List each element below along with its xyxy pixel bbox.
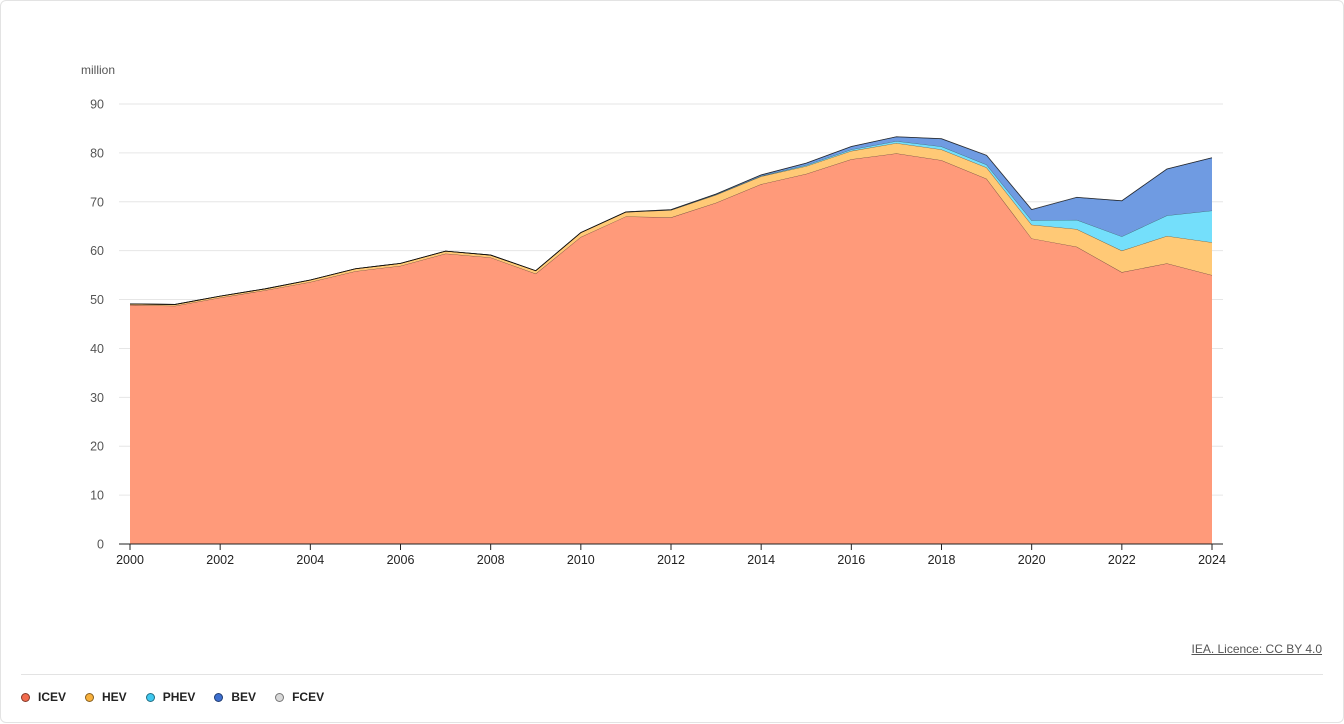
x-tick-label: 2008 <box>477 553 505 567</box>
x-tick-label: 2000 <box>116 553 144 567</box>
x-tick-label: 2004 <box>296 553 324 567</box>
x-tick-label: 2010 <box>567 553 595 567</box>
legend-item-hev[interactable]: HEV <box>85 690 127 704</box>
y-tick-label: 30 <box>90 391 104 405</box>
legend-label-fcev: FCEV <box>292 690 325 704</box>
x-tick-label: 2022 <box>1108 553 1136 567</box>
x-tick-label: 2006 <box>387 553 415 567</box>
y-tick-label: 70 <box>90 195 104 209</box>
y-tick-label: 0 <box>97 538 104 552</box>
y-tick-label: 90 <box>90 98 104 112</box>
x-tick-label: 2024 <box>1198 553 1226 567</box>
legend-item-bev[interactable]: BEV <box>214 690 256 704</box>
legend-swatch-hev <box>85 692 95 702</box>
area-icev <box>130 153 1212 544</box>
legend-item-phev[interactable]: PHEV <box>145 690 196 704</box>
y-tick-label: 60 <box>90 244 104 258</box>
areas <box>129 136 1213 544</box>
y-tick-label: 80 <box>90 146 104 160</box>
x-tick-label: 2002 <box>206 553 234 567</box>
legend-divider <box>21 674 1323 675</box>
legend-item-fcev[interactable]: FCEV <box>275 690 324 704</box>
line-fcev <box>129 136 1213 305</box>
legend: ICEV HEV PHEV BEV FCEV <box>21 690 343 704</box>
legend-label-bev: BEV <box>231 690 257 704</box>
axes: 0 10 20 30 40 50 60 70 80 90 2000 2002 2004 2006 2008 2… <box>90 98 1226 568</box>
area-hev <box>130 143 1212 306</box>
x-tick-label: 2012 <box>657 553 685 567</box>
x-tick-label: 2018 <box>928 553 956 567</box>
legend-label-hev: HEV <box>102 690 127 704</box>
source-licence-link[interactable]: IEA. Licence: CC BY 4.0 <box>1191 642 1322 656</box>
y-axis-unit-label: million <box>81 63 115 77</box>
legend-swatch-icev <box>21 692 30 702</box>
y-tick-label: 40 <box>90 342 104 356</box>
y-tick-label: 50 <box>90 293 104 307</box>
legend-swatch-phev <box>145 692 155 702</box>
legend-item-icev[interactable]: ICEV <box>21 690 66 704</box>
x-tick-label: 2016 <box>837 553 865 567</box>
legend-label-icev: ICEV <box>38 690 67 704</box>
legend-label-phev: PHEV <box>162 690 196 704</box>
x-tick-label: 2014 <box>747 553 775 567</box>
y-tick-label: 20 <box>90 440 104 454</box>
x-tick-label: 2020 <box>1018 553 1046 567</box>
legend-swatch-fcev <box>275 692 285 702</box>
y-tick-label: 10 <box>90 489 104 503</box>
legend-swatch-bev <box>214 692 224 702</box>
